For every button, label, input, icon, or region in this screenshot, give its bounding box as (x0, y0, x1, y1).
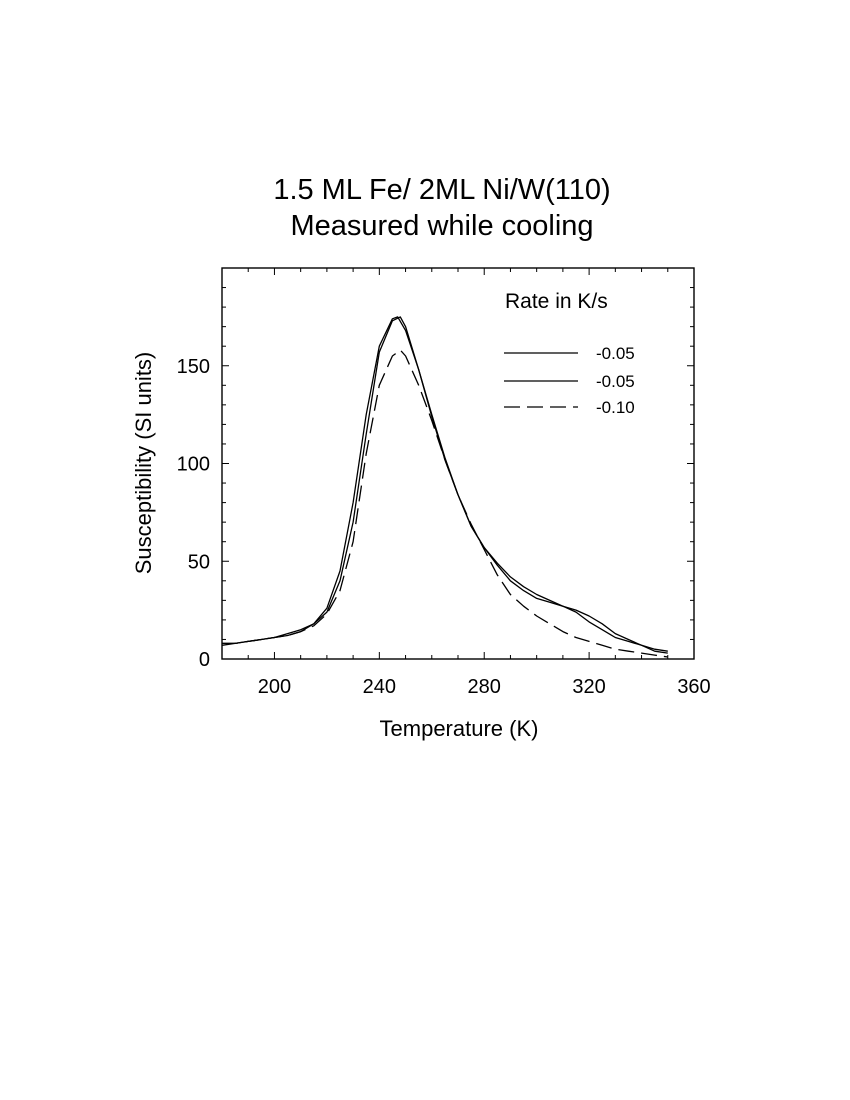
y-axis-label: Susceptibility (SI units) (131, 352, 156, 575)
plot-series (221, 316, 668, 658)
x-tick-label: 320 (572, 676, 605, 698)
legend-label-series-3: -0.10 (596, 398, 635, 417)
x-tick-label: 280 (468, 676, 501, 698)
x-tick-label: 360 (677, 676, 710, 698)
x-axis-ticks: 200 240 280 320 360 (221, 268, 711, 698)
legend-label-series-1: -0.05 (596, 344, 635, 363)
y-tick-label: 150 (177, 356, 210, 378)
legend: Rate in K/s -0.05 -0.05 -0.10 (504, 290, 635, 417)
y-tick-label: 0 (199, 649, 210, 671)
chart-title-line-1: 1.5 ML Fe/ 2ML Ni/W(110) (273, 174, 610, 206)
x-tick-label: 200 (258, 676, 291, 698)
y-tick-label: 50 (188, 551, 210, 573)
x-axis-label: Temperature (K) (380, 716, 539, 741)
series-line-3 (222, 349, 668, 658)
legend-label-series-2: -0.05 (596, 372, 635, 391)
y-tick-label: 100 (177, 454, 210, 476)
chart-title-line-2: Measured while cooling (290, 210, 593, 242)
legend-title: Rate in K/s (505, 290, 608, 313)
plot-area-frame (221, 267, 695, 660)
x-tick-label: 240 (363, 676, 396, 698)
